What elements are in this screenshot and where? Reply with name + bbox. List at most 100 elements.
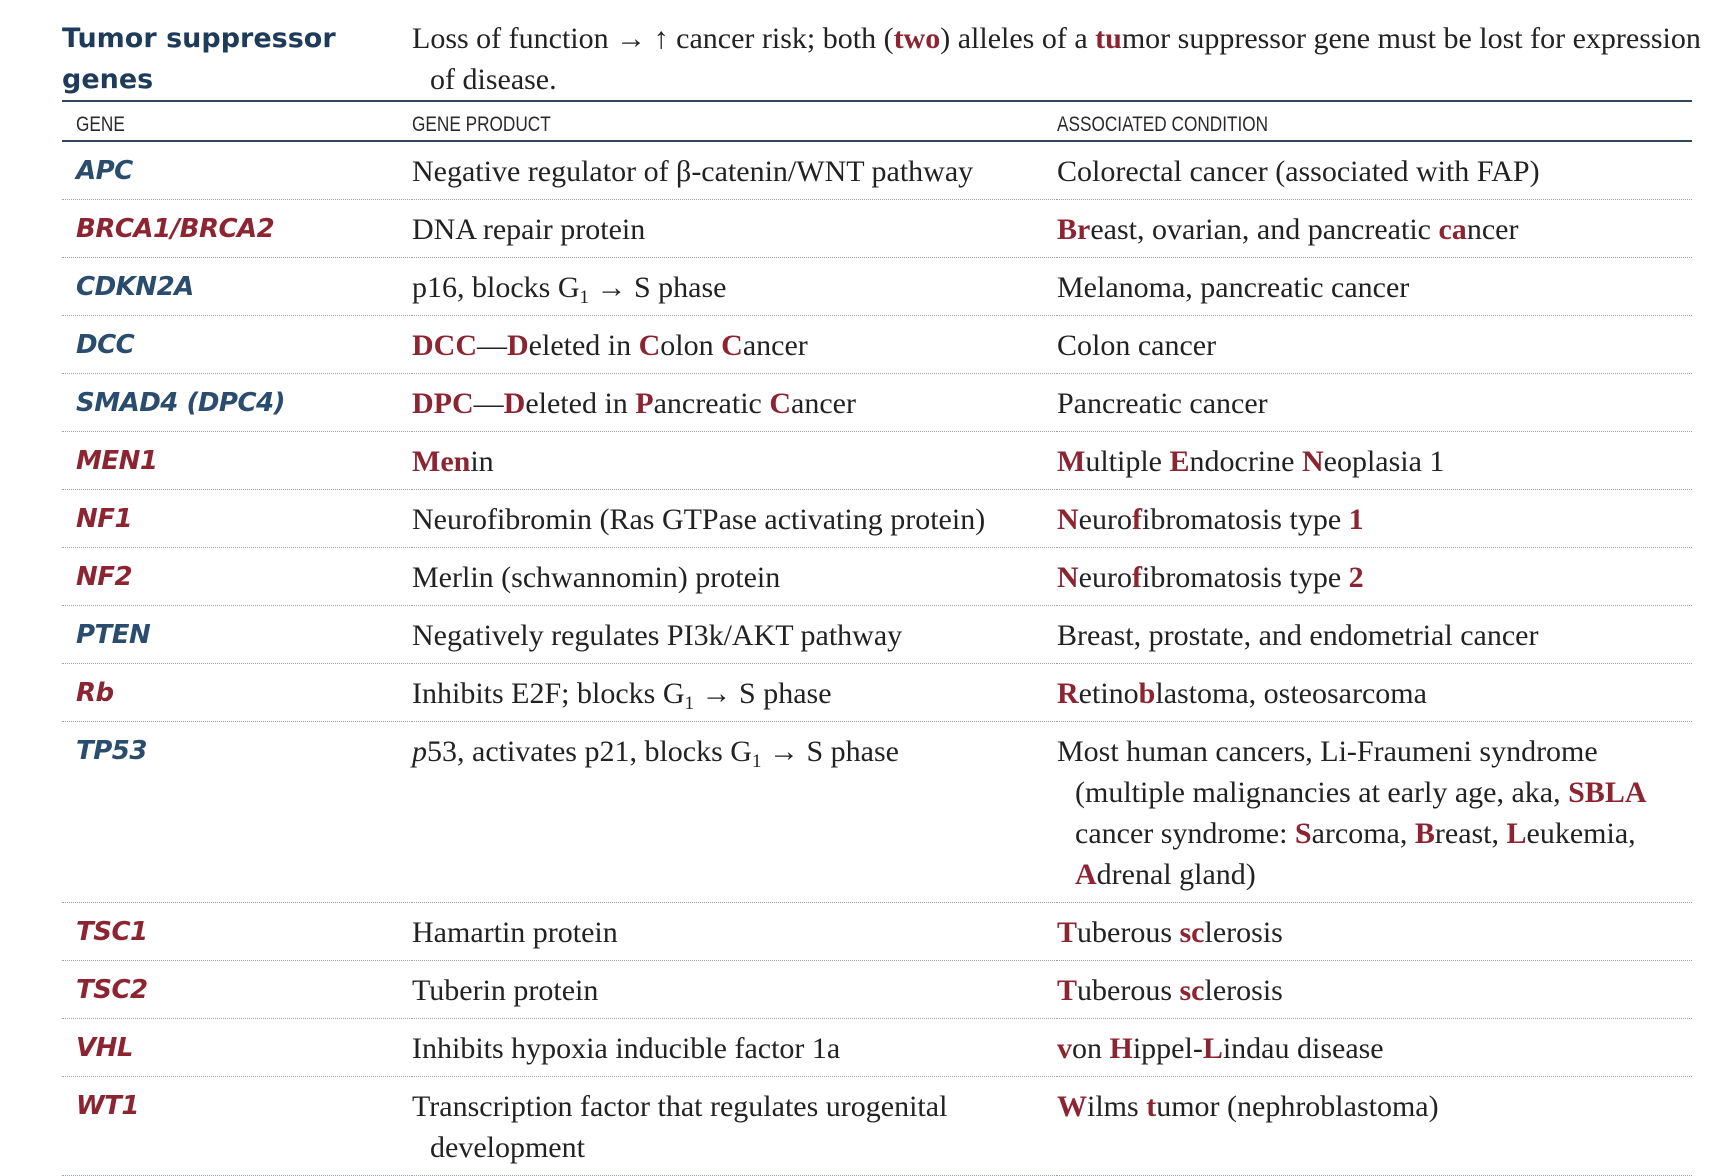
gene-product-text: Negatively regulates PI3k/AKT pathway bbox=[412, 615, 1049, 656]
associated-condition: von Hippel-Lindau disease bbox=[1057, 1018, 1692, 1077]
text-segment: ancer bbox=[791, 387, 856, 420]
table-row: VHL Inhibits hypoxia inducible factor 1a v… bbox=[62, 1018, 1692, 1077]
table-header: GENE GENE PRODUCT ASSOCIATED CONDITION bbox=[62, 100, 1692, 142]
table-row: WT1 Transcription factor that regulates u… bbox=[62, 1076, 1692, 1176]
highlight-text: N bbox=[1057, 561, 1079, 594]
document-page: Tumor suppressor genes Loss of function … bbox=[62, 18, 1720, 1176]
text-segment: euro bbox=[1078, 503, 1132, 536]
highlight-text: DPC bbox=[412, 387, 474, 420]
associated-condition: Melanoma, pancreatic cancer bbox=[1057, 257, 1692, 316]
table-row: SMAD4 (DPC4) DPC—Deleted in Pancreatic Ca… bbox=[62, 373, 1692, 432]
highlight-text: R bbox=[1057, 677, 1079, 710]
highlight-text: v bbox=[1057, 1032, 1072, 1065]
gene-name: APC bbox=[62, 141, 412, 200]
text-segment: 1 bbox=[684, 693, 695, 714]
text-segment: Inhibits hypoxia inducible factor 1a bbox=[412, 1032, 841, 1065]
gene-product: DCC—Deleted in Colon Cancer bbox=[412, 315, 1057, 374]
text-segment: — bbox=[473, 387, 504, 420]
associated-condition-text: Colon cancer bbox=[1057, 325, 1684, 366]
text-segment: ncer bbox=[1466, 213, 1519, 246]
gene-product: Inhibits hypoxia inducible factor 1a bbox=[412, 1018, 1057, 1077]
gene-name: WT1 bbox=[62, 1076, 412, 1176]
highlight-text: N bbox=[1057, 503, 1079, 536]
text-segment: eleted in bbox=[525, 387, 636, 420]
highlight-text: S bbox=[1294, 817, 1312, 850]
text-segment: Negative regulator of β-catenin/WNT path… bbox=[412, 155, 974, 188]
text-segment: Melanoma, pancreatic cancer bbox=[1057, 271, 1410, 304]
highlight-text: 2 bbox=[1348, 561, 1364, 594]
associated-condition-text: Wilms tumor (nephroblastoma) bbox=[1057, 1086, 1684, 1127]
highlight-text: f bbox=[1131, 561, 1142, 594]
text-segment: Neurofibromin (Ras GTPase activating pro… bbox=[412, 503, 986, 536]
text-segment: Merlin (schwannomin) protein bbox=[412, 561, 781, 594]
text-segment: eleted in bbox=[528, 329, 639, 362]
text-segment: ancreatic bbox=[653, 387, 770, 420]
text-segment: → S phase bbox=[694, 677, 832, 710]
associated-condition: Neurofibromatosis type 1 bbox=[1057, 489, 1692, 548]
gene-name: NF2 bbox=[62, 547, 412, 606]
text-segment: lerosis bbox=[1204, 974, 1283, 1007]
associated-condition-text: Tuberous sclerosis bbox=[1057, 970, 1684, 1011]
tumor-suppressor-table: GENE GENE PRODUCT ASSOCIATED CONDITION A… bbox=[62, 100, 1692, 1176]
associated-condition: Breast, prostate, and endometrial cancer bbox=[1057, 605, 1692, 664]
highlight-text: B bbox=[1414, 817, 1435, 850]
highlight-text: t bbox=[1146, 1090, 1157, 1123]
gene-product: Transcription factor that regulates urog… bbox=[412, 1076, 1057, 1176]
text-segment: → S phase bbox=[589, 271, 727, 304]
gene-name: SMAD4 (DPC4) bbox=[62, 373, 412, 432]
associated-condition-text: Breast, prostate, and endometrial cancer bbox=[1057, 615, 1684, 656]
text-segment: ultiple bbox=[1085, 445, 1170, 478]
highlight-text: D bbox=[507, 329, 529, 362]
text-segment: Colorectal cancer (associated with FAP) bbox=[1057, 155, 1540, 188]
highlight-text: P bbox=[635, 387, 654, 420]
associated-condition-text: Most human cancers, Li-Fraumeni syndrome… bbox=[1057, 731, 1684, 895]
text-segment: eoplasia 1 bbox=[1323, 445, 1445, 478]
associated-condition-text: Neurofibromatosis type 2 bbox=[1057, 557, 1684, 598]
gene-name: MEN1 bbox=[62, 431, 412, 490]
associated-condition-text: Multiple Endocrine Neoplasia 1 bbox=[1057, 441, 1684, 482]
associated-condition-text: Pancreatic cancer bbox=[1057, 383, 1684, 424]
text-segment: reast, bbox=[1434, 817, 1507, 850]
text-segment: lastoma, osteosarcoma bbox=[1155, 677, 1427, 710]
associated-condition: Most human cancers, Li-Fraumeni syndrome… bbox=[1057, 721, 1692, 903]
associated-condition: Pancreatic cancer bbox=[1057, 373, 1692, 432]
highlight-text: DCC bbox=[412, 329, 477, 362]
gene-product-text: DPC—Deleted in Pancreatic Cancer bbox=[412, 383, 1049, 424]
table-row: APC Negative regulator of β-catenin/WNT p… bbox=[62, 141, 1692, 200]
table-row: Rb Inhibits E2F; blocks G1 → S phase Retin… bbox=[62, 663, 1692, 722]
table-row: PTEN Negatively regulates PI3k/AKT pathwa… bbox=[62, 605, 1692, 664]
gene-product: Negatively regulates PI3k/AKT pathway bbox=[412, 605, 1057, 664]
table-row: MEN1 Menin Multiple Endocrine Neoplasia 1 bbox=[62, 431, 1692, 490]
highlight-text: 1 bbox=[1348, 503, 1364, 536]
table-row: NF1 Neurofibromin (Ras GTPase activating … bbox=[62, 489, 1692, 548]
gene-product-text: DNA repair protein bbox=[412, 209, 1049, 250]
text-segment: p16, blocks G bbox=[412, 271, 580, 304]
gene-product: Tuberin protein bbox=[412, 960, 1057, 1019]
highlight-text: SBLA bbox=[1568, 776, 1647, 809]
text-segment: Inhibits E2F; blocks G bbox=[412, 677, 685, 710]
gene-product: Inhibits E2F; blocks G1 → S phase bbox=[412, 663, 1057, 722]
section-intro: Loss of function → ↑ cancer risk; both (… bbox=[412, 18, 1720, 100]
highlight-text: C bbox=[638, 329, 661, 362]
column-header-gene-label: GENE bbox=[76, 113, 125, 136]
gene-product-text: Merlin (schwannomin) protein bbox=[412, 557, 1049, 598]
text-segment: ilms bbox=[1087, 1090, 1147, 1123]
highlight-text: f bbox=[1131, 503, 1142, 536]
associated-condition-text: von Hippel-Lindau disease bbox=[1057, 1028, 1684, 1069]
text-segment: Pancreatic cancer bbox=[1057, 387, 1268, 420]
associated-condition-text: Retinoblastoma, osteosarcoma bbox=[1057, 673, 1684, 714]
gene-name: TSC1 bbox=[62, 902, 412, 961]
text-segment: Hamartin protein bbox=[412, 916, 618, 949]
text-segment: Tuberin protein bbox=[412, 974, 599, 1007]
gene-product: Negative regulator of β-catenin/WNT path… bbox=[412, 141, 1057, 200]
table-row: NF2 Merlin (schwannomin) protein Neurofibr… bbox=[62, 547, 1692, 606]
text-segment: Colon cancer bbox=[1057, 329, 1217, 362]
gene-product: DNA repair protein bbox=[412, 199, 1057, 258]
associated-condition: Neurofibromatosis type 2 bbox=[1057, 547, 1692, 606]
gene-product-text: Inhibits hypoxia inducible factor 1a bbox=[412, 1028, 1049, 1069]
gene-name: TSC2 bbox=[62, 960, 412, 1019]
gene-name: Rb bbox=[62, 663, 412, 722]
text-segment: on bbox=[1072, 1032, 1110, 1065]
gene-product-text: Hamartin protein bbox=[412, 912, 1049, 953]
associated-condition: Tuberous sclerosis bbox=[1057, 960, 1692, 1019]
